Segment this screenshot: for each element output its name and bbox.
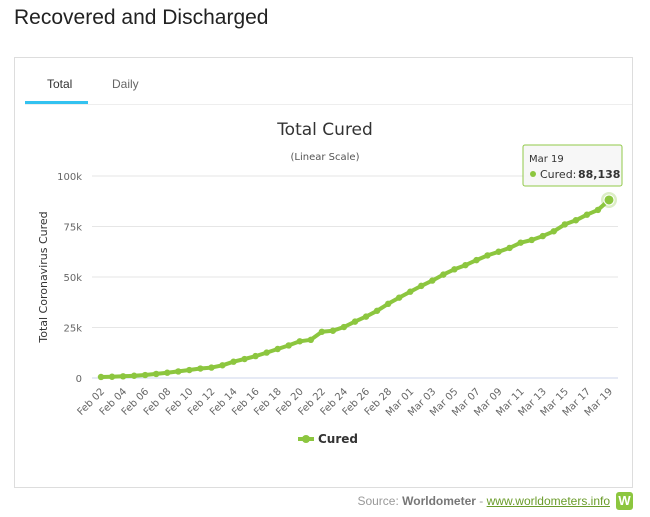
data-point — [263, 349, 270, 356]
y-tick-label: 100k — [57, 172, 82, 183]
chart-subtitle: (Linear Scale) — [291, 152, 360, 163]
data-point — [186, 366, 193, 374]
data-point — [153, 370, 160, 378]
y-axis-label: Total Coronavirus Cured — [37, 211, 50, 343]
data-point — [285, 342, 292, 349]
data-point — [462, 261, 469, 269]
data-point — [329, 327, 337, 334]
data-point — [175, 368, 182, 375]
source-sep: - — [479, 494, 484, 508]
data-point — [252, 352, 259, 360]
data-point — [362, 313, 370, 320]
y-tick-label: 75k — [63, 223, 82, 234]
data-point — [296, 338, 303, 345]
y-tick-label: 25k — [63, 324, 82, 335]
source-name: Worldometer — [402, 494, 476, 508]
active-tab-indicator — [25, 101, 88, 104]
data-point — [384, 300, 392, 308]
data-point — [230, 358, 237, 365]
y-tick-label: 0 — [76, 374, 82, 385]
worldometer-logo-icon: W — [616, 492, 633, 510]
data-point — [473, 256, 480, 264]
data-point — [418, 282, 425, 290]
tooltip-marker — [530, 171, 536, 177]
chart-title: Total Cured — [276, 120, 373, 140]
tooltip-series: Cured: — [540, 168, 576, 181]
data-point — [274, 345, 281, 353]
data-point — [307, 336, 315, 344]
data-point — [241, 355, 248, 363]
source-line: Source: Worldometer - www.worldometers.i… — [357, 494, 610, 508]
data-point — [583, 211, 591, 218]
data-point — [318, 328, 326, 335]
data-point — [219, 362, 226, 369]
data-point — [407, 288, 414, 295]
source-link[interactable]: www.worldometers.info — [486, 494, 610, 508]
data-point — [572, 217, 580, 224]
data-point — [164, 369, 171, 376]
data-point — [561, 221, 569, 228]
data-point — [495, 248, 502, 255]
data-point — [429, 277, 436, 284]
data-point — [395, 294, 403, 301]
data-point — [97, 373, 105, 381]
data-point — [506, 244, 513, 252]
data-point — [141, 371, 149, 379]
data-point — [528, 236, 535, 244]
data-point — [539, 232, 546, 240]
tooltip-date: Mar 19 — [529, 154, 564, 165]
data-point — [208, 364, 215, 371]
legend-label: Cured — [318, 432, 358, 446]
tooltip-value: 88,138 — [578, 168, 620, 181]
page-title: Recovered and Discharged — [14, 6, 269, 29]
chart-card: Total Daily — [14, 57, 633, 488]
tab-bar — [25, 58, 632, 105]
source-prefix: Source: — [357, 494, 399, 508]
data-point — [130, 372, 138, 379]
data-point — [340, 323, 348, 331]
data-point — [197, 365, 204, 372]
data-point — [351, 318, 359, 325]
data-point — [484, 252, 491, 259]
data-point — [440, 271, 447, 278]
legend-marker — [302, 435, 310, 443]
data-point — [451, 266, 458, 273]
y-tick-label: 50k — [63, 273, 82, 284]
tooltip-box — [522, 144, 623, 187]
tab-total[interactable]: Total — [47, 77, 73, 91]
data-point — [119, 373, 127, 380]
hover-point — [603, 194, 615, 206]
data-point — [373, 307, 381, 314]
data-point — [517, 239, 524, 246]
data-point — [108, 373, 116, 380]
data-point — [594, 206, 602, 214]
tab-daily[interactable]: Daily — [112, 77, 139, 91]
data-point — [550, 228, 557, 235]
